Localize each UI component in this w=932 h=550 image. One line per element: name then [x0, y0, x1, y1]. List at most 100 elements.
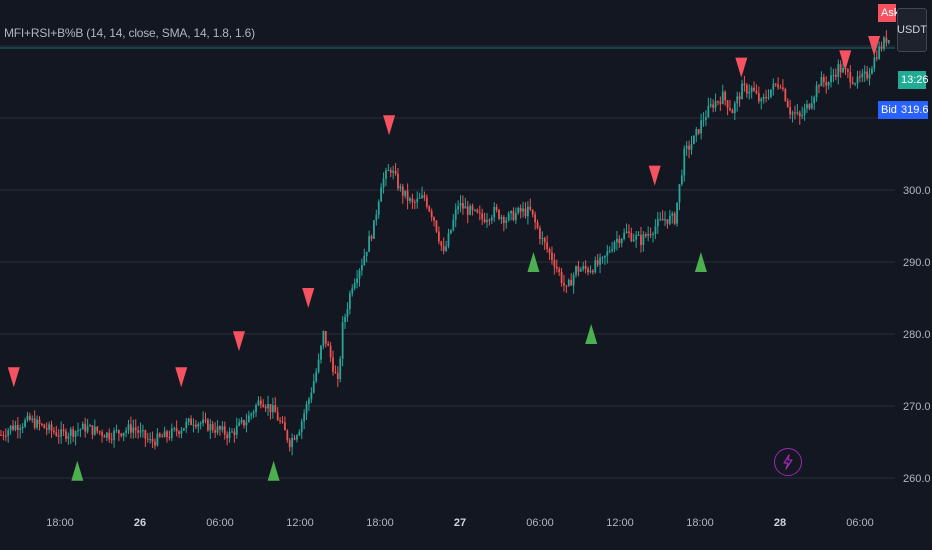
- candle-body: [486, 220, 488, 223]
- candle-body: [96, 426, 99, 432]
- candle-body: [442, 245, 445, 251]
- sell-signal-marker: [868, 36, 881, 56]
- buy-signal-marker: [267, 460, 280, 481]
- candle-body: [180, 430, 183, 434]
- candle-body: [608, 250, 611, 252]
- candle-body: [262, 404, 265, 407]
- candle-body: [866, 71, 869, 79]
- candle-body: [351, 288, 354, 294]
- candle-body: [81, 423, 84, 430]
- candle-body: [575, 266, 577, 275]
- candle-body: [38, 419, 41, 425]
- candle-body: [464, 206, 467, 209]
- ask-price-tag: Ask: [878, 4, 899, 22]
- candle-body: [700, 120, 703, 134]
- buy-signal-marker: [71, 460, 84, 481]
- candle-body: [671, 213, 674, 216]
- candle-body: [69, 429, 72, 436]
- candle-body: [731, 110, 734, 114]
- candle-body: [416, 198, 419, 203]
- candle-body: [341, 322, 344, 359]
- time-tick-label: 12:00: [286, 517, 314, 529]
- candle-body: [762, 96, 765, 99]
- candle-body: [308, 399, 310, 405]
- candle-body: [774, 83, 777, 85]
- candle-body: [630, 232, 633, 242]
- lightning-icon[interactable]: [774, 448, 802, 476]
- candle-body: [245, 422, 248, 426]
- candle-body: [474, 209, 476, 211]
- candle-body: [875, 57, 878, 59]
- candle-body: [452, 219, 455, 230]
- currency-selector[interactable]: USDT: [897, 8, 927, 52]
- candle-body: [77, 430, 79, 432]
- candle-body: [601, 257, 604, 259]
- candle-body: [418, 197, 421, 199]
- candle-body: [801, 114, 804, 117]
- candle-body: [243, 420, 245, 426]
- candle-body: [738, 96, 741, 100]
- candle-body: [103, 435, 106, 438]
- candle-body: [125, 430, 128, 433]
- candle-body: [806, 104, 808, 109]
- buy-signal-marker: [527, 252, 540, 272]
- candle-body: [808, 104, 811, 109]
- candle-body: [445, 246, 447, 251]
- candle-body: [623, 232, 626, 239]
- candle-body: [548, 248, 551, 253]
- candle-body: [300, 421, 303, 433]
- candle-body: [348, 293, 351, 310]
- candle-body: [14, 425, 17, 430]
- candle-body: [26, 415, 29, 421]
- candle-body: [199, 423, 202, 425]
- candle-body: [435, 220, 438, 232]
- candle-body: [175, 428, 178, 432]
- candle-body: [127, 424, 130, 431]
- sell-signal-marker: [839, 50, 852, 71]
- candle-body: [563, 283, 565, 286]
- candle-body: [570, 279, 573, 286]
- candle-body: [142, 430, 144, 432]
- candle-body: [553, 260, 556, 267]
- candle-body: [784, 88, 787, 101]
- candle-body: [659, 218, 662, 220]
- candle-body: [707, 105, 710, 118]
- candle-body: [676, 202, 678, 224]
- time-tick-label: 06:00: [846, 517, 874, 529]
- candle-body: [33, 418, 36, 428]
- time-axis[interactable]: 18:00 26 06:00 12:00 18:00 27 06:00 12:00 18:00 2…: [46, 517, 874, 529]
- candle-body: [839, 64, 842, 73]
- candle-body: [466, 206, 469, 215]
- candle-body: [281, 421, 284, 423]
- candle-body: [668, 215, 671, 224]
- candle-body: [652, 233, 654, 235]
- candle-body: [170, 428, 173, 438]
- candle-body: [31, 418, 34, 420]
- candle-body: [519, 207, 522, 212]
- candle-body: [769, 89, 772, 98]
- candle-body: [457, 206, 460, 210]
- indicator-title[interactable]: MFI+RSI+B%B (14, 14, close, SMA, 14, 1.8…: [4, 26, 255, 40]
- candle-body: [130, 424, 132, 433]
- candle-body: [673, 213, 676, 224]
- candle-body: [796, 112, 799, 114]
- candle-body: [705, 117, 707, 120]
- candle-body: [197, 423, 200, 427]
- candle-body: [377, 201, 380, 215]
- candle-body: [207, 419, 209, 431]
- candle-body: [404, 190, 407, 196]
- candle-body: [565, 285, 568, 287]
- candle-body: [558, 268, 561, 273]
- candle-body: [555, 266, 558, 269]
- candle-body: [353, 282, 356, 289]
- candle-body: [846, 69, 849, 72]
- candle-body: [782, 87, 784, 89]
- candle-body: [370, 236, 373, 239]
- candle-body: [303, 413, 306, 422]
- price-axis[interactable]: 300.0 290.0 280.0 270.0 260.0: [903, 185, 931, 485]
- candle-body: [815, 85, 818, 98]
- candle-body: [105, 432, 108, 438]
- candle-body: [406, 190, 409, 201]
- candle-body: [259, 400, 262, 405]
